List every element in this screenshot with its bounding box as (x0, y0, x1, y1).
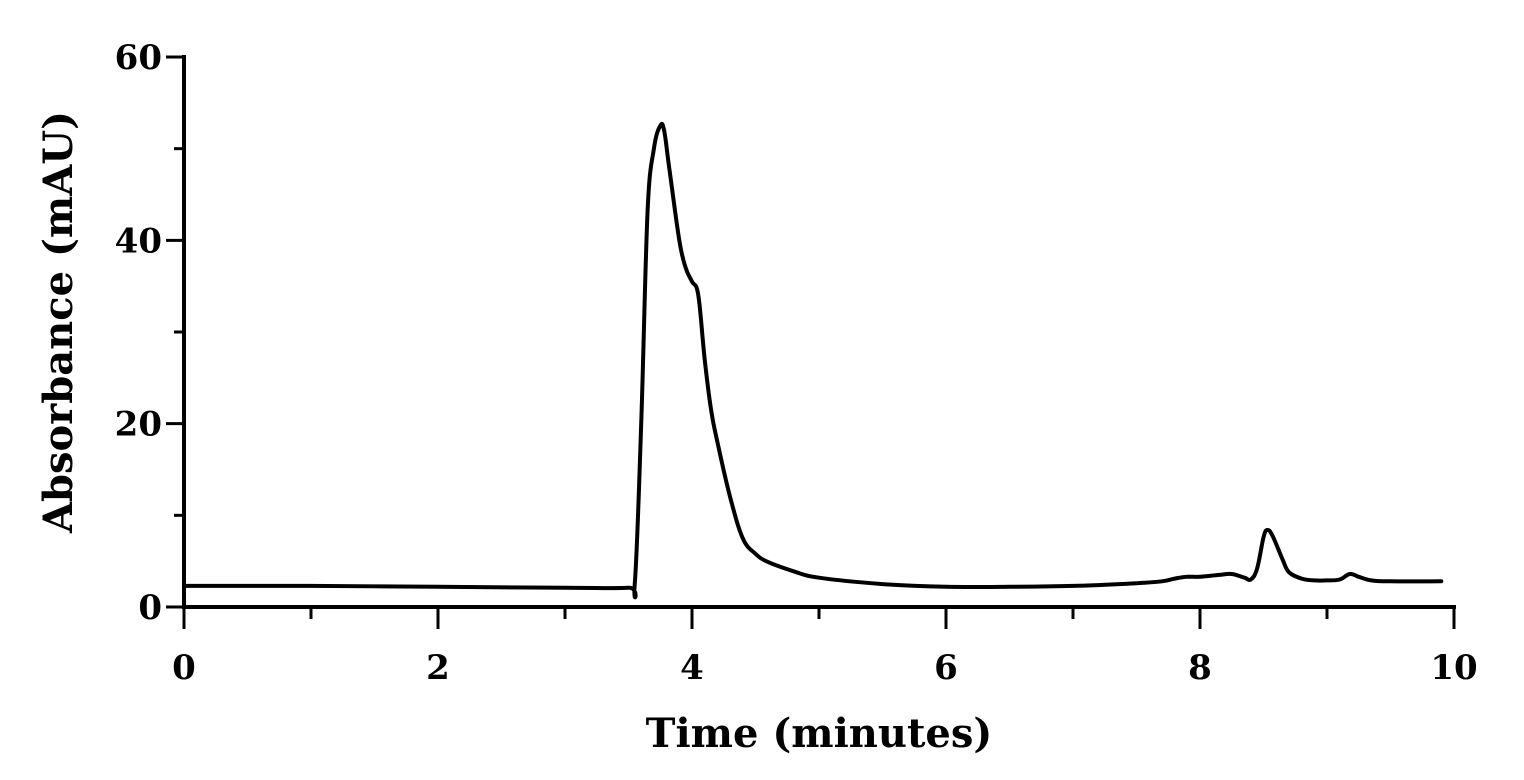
x-axis-ticks: 0 2 4 6 8 10 (172, 607, 1478, 688)
y-axis-ticks: 0 20 40 60 (115, 38, 184, 628)
x-tick-label: 4 (680, 648, 704, 688)
x-tick-label: 0 (172, 648, 196, 688)
y-tick-label: 0 (138, 588, 162, 628)
y-tick-label: 60 (115, 38, 162, 78)
x-tick-label: 10 (1430, 648, 1477, 688)
x-tick-label: 8 (1188, 648, 1212, 688)
x-tick-label: 2 (426, 648, 450, 688)
y-tick-label: 40 (115, 221, 162, 261)
y-tick-label: 20 (115, 405, 162, 445)
x-tick-label: 6 (934, 648, 958, 688)
absorbance-trace (182, 121, 1444, 600)
y-axis-title: Absorbance (mAU) (35, 111, 82, 534)
x-axis-title: Time (minutes) (646, 710, 993, 757)
